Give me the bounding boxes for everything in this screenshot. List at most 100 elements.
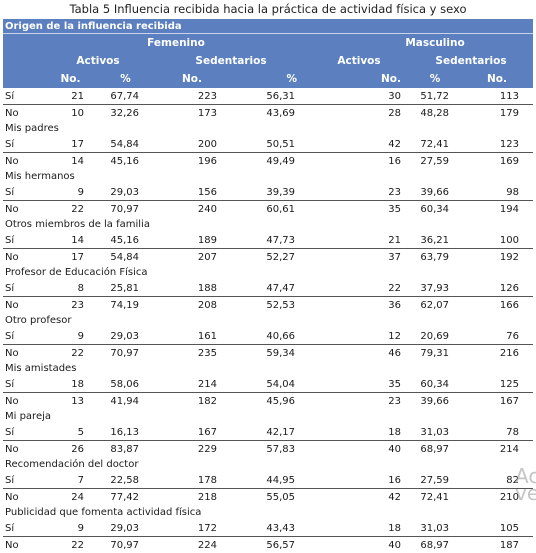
table-cell: 45,96 [231, 393, 309, 410]
table-cell: 56,57 [231, 537, 309, 553]
table-cell: 72,41 [409, 136, 461, 153]
table-cell: 47,73 [231, 232, 309, 249]
table-cell: 30 [309, 88, 409, 105]
table-cell: 54,84 [98, 249, 153, 266]
table-cell: 40 [309, 441, 409, 458]
row-label: No [3, 489, 43, 506]
table-cell: 29,03 [98, 520, 153, 537]
table-cell: 105 [461, 520, 533, 537]
col-pct: % [409, 70, 461, 88]
table-cell: 20,69 [409, 328, 461, 345]
row-label: Sí [3, 232, 43, 249]
table-cell: 23 [309, 184, 409, 201]
row-label: Sí [3, 184, 43, 201]
influence-table: Origen de la influencia recibida Femenin… [3, 19, 533, 553]
table-cell: 27,59 [409, 153, 461, 170]
table-cell: 5 [43, 424, 98, 441]
table-cell: 46 [309, 345, 409, 362]
table-cell: 196 [153, 153, 231, 170]
row-label: No [3, 441, 43, 458]
table-cell: 50,51 [231, 136, 309, 153]
table-cell: 22 [43, 537, 98, 553]
row-label: Sí [3, 280, 43, 297]
row-label: Sí [3, 136, 43, 153]
col-no: No. [153, 70, 231, 88]
table-cell: 76 [461, 328, 533, 345]
table-cell: 16 [309, 472, 409, 489]
table-cell: 31,03 [409, 520, 461, 537]
section-title: Mis hermanos [3, 169, 533, 184]
table-cell: 179 [461, 105, 533, 122]
section-title: Otro profesor [3, 313, 533, 328]
table-cell: 70,97 [98, 537, 153, 553]
table-cell: 57,83 [231, 441, 309, 458]
table-cell: 36,21 [409, 232, 461, 249]
table-cell: 100 [461, 232, 533, 249]
row-label: No [3, 153, 43, 170]
table-cell: 18 [309, 424, 409, 441]
table-cell: 48,28 [409, 105, 461, 122]
table-cell: 39,66 [409, 393, 461, 410]
row-label: No [3, 345, 43, 362]
table-cell: 9 [43, 520, 98, 537]
table-cell: 14 [43, 232, 98, 249]
fem-sedentarios-header: Sedentarios [153, 52, 309, 70]
table-cell: 67,74 [98, 88, 153, 105]
row-label: No [3, 297, 43, 314]
fem-activos-header: Activos [43, 52, 153, 70]
table-cell: 60,61 [231, 201, 309, 218]
table-cell: 45,16 [98, 232, 153, 249]
table-cell: 56,31 [231, 88, 309, 105]
table-cell: 55,05 [231, 489, 309, 506]
section-title: Otros miembros de la familia [3, 217, 533, 232]
table-cell: 18 [43, 376, 98, 393]
table-cell: 8 [43, 280, 98, 297]
table-cell: 218 [153, 489, 231, 506]
table-cell: 68,97 [409, 441, 461, 458]
table-cell: 10 [43, 105, 98, 122]
table-cell: 58,06 [98, 376, 153, 393]
table-cell: 60,34 [409, 201, 461, 218]
table-cell: 16 [309, 153, 409, 170]
section-title: Recomendación del doctor [3, 457, 533, 472]
table-cell: 43,43 [231, 520, 309, 537]
row-label: Sí [3, 472, 43, 489]
col-pct: % [98, 70, 153, 88]
section-title: Publicidad que fomenta actividad física [3, 505, 533, 520]
table-cell: 12 [309, 328, 409, 345]
table-cell: 59,34 [231, 345, 309, 362]
table-cell: 28 [309, 105, 409, 122]
table-cell: 21 [309, 232, 409, 249]
table-cell: 52,53 [231, 297, 309, 314]
table-cell: 35 [309, 376, 409, 393]
table-cell: 7 [43, 472, 98, 489]
table-cell: 192 [461, 249, 533, 266]
table-cell: 208 [153, 297, 231, 314]
table-caption: Tabla 5 Influencia recibida hacia la prá… [0, 2, 536, 16]
table-cell: 21 [43, 88, 98, 105]
table-cell: 188 [153, 280, 231, 297]
table-cell: 63,79 [409, 249, 461, 266]
table-cell: 207 [153, 249, 231, 266]
row-label: No [3, 537, 43, 553]
table-cell: 9 [43, 184, 98, 201]
table-cell: 13 [43, 393, 98, 410]
table-cell: 44,95 [231, 472, 309, 489]
table-cell: 187 [461, 537, 533, 553]
table-cell: 172 [153, 520, 231, 537]
table-cell: 223 [153, 88, 231, 105]
masc-activos-header: Activos [309, 52, 409, 70]
